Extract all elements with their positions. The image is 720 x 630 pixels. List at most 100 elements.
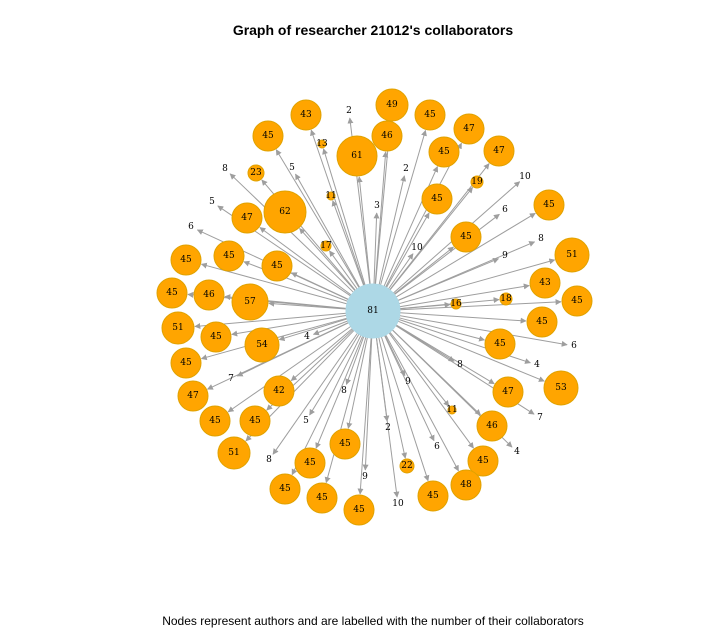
collaborator-node: 45 — [417, 480, 449, 512]
collaborator-node: 10 — [519, 172, 531, 182]
node-label: 16 — [450, 299, 462, 309]
collaborator-node: 45 — [428, 136, 460, 168]
edge — [398, 258, 556, 305]
collaborator-node: 4 — [304, 332, 310, 342]
collaborator-node: 45 — [252, 120, 284, 152]
collaborator-node: 43 — [290, 99, 322, 131]
node-circle — [326, 191, 336, 201]
collaborator-node: 6 — [571, 341, 577, 351]
collaborator-node: 45 — [329, 428, 361, 460]
collaborator-node: 3 — [374, 201, 380, 211]
collaborator-node: 45 — [484, 328, 516, 360]
node-circle — [484, 328, 516, 360]
collaborator-node: 45 — [170, 244, 202, 276]
edge — [398, 317, 486, 342]
edge — [259, 227, 352, 296]
collaborator-node: 45 — [421, 183, 453, 215]
collaborator-node: 53 — [543, 370, 579, 406]
node-label: 51 — [172, 323, 183, 333]
collaborator-node: 18 — [499, 292, 513, 306]
node-label: 22 — [401, 461, 412, 471]
collaborator-node: 6 — [502, 205, 508, 215]
node-label: 10 — [519, 172, 531, 182]
node-label: 53 — [555, 383, 567, 393]
collaborator-node: 49 — [375, 88, 409, 122]
edge — [393, 246, 454, 295]
node-circle — [306, 482, 338, 514]
node-circle — [561, 285, 593, 317]
node-circle — [375, 88, 409, 122]
collaborator-node: 16 — [450, 298, 462, 310]
edge — [385, 142, 462, 288]
node-label: 8 — [538, 234, 544, 244]
node-label: 45 — [180, 358, 192, 368]
collaborator-node: 42 — [263, 375, 295, 407]
node-circle — [217, 436, 251, 470]
node-label: 17 — [320, 241, 332, 251]
collaborator-node: 57 — [231, 283, 269, 321]
collaborator-node: 46 — [476, 410, 508, 442]
edge — [312, 320, 349, 336]
node-label: 46 — [381, 131, 393, 141]
collaborator-node: 47 — [483, 135, 515, 167]
edge — [227, 325, 352, 413]
node-label: 8 — [341, 386, 347, 396]
node-circle — [371, 120, 403, 152]
edge — [397, 320, 545, 382]
collaborator-node: 9 — [405, 377, 411, 387]
node-label: 19 — [471, 177, 483, 187]
node-label: 47 — [187, 391, 199, 401]
node-circle — [414, 99, 446, 131]
node-circle — [161, 311, 195, 345]
node-label: 4 — [514, 447, 520, 457]
edge — [374, 151, 389, 285]
node-label: 5 — [289, 163, 295, 173]
edge — [380, 336, 430, 482]
edge — [399, 315, 568, 347]
node-circle — [170, 244, 202, 276]
node-label: 45 — [477, 456, 489, 466]
edge — [384, 334, 406, 377]
node-label: 18 — [500, 294, 512, 304]
edge — [376, 337, 400, 498]
node-label: 42 — [273, 386, 284, 396]
collaborator-node: 17 — [320, 240, 332, 252]
node-label: 54 — [256, 340, 268, 350]
edge — [394, 213, 500, 295]
collaborator-node: 45 — [213, 240, 245, 272]
edge — [243, 260, 348, 302]
center-node-circle — [345, 283, 401, 339]
node-label: 46 — [486, 421, 498, 431]
collaborator-node: 9 — [362, 472, 368, 482]
collaborator-node: 47 — [492, 376, 524, 408]
node-circle — [499, 292, 513, 306]
node-label: 45 — [210, 332, 222, 342]
node-circle — [529, 267, 561, 299]
graph-caption: Nodes represent authors and are labelled… — [162, 614, 584, 628]
edge — [373, 212, 380, 285]
edge — [395, 212, 536, 298]
collaborator-node: 45 — [199, 405, 231, 437]
node-label: 45 — [571, 296, 583, 306]
node-label: 6 — [571, 341, 577, 351]
collaborator-node: 7 — [228, 374, 234, 384]
node-circle — [294, 447, 326, 479]
edge — [331, 200, 365, 286]
node-circle — [252, 120, 284, 152]
collaborator-node: 62 — [263, 190, 307, 234]
node-label: 48 — [460, 480, 472, 490]
node-label: 10 — [411, 243, 423, 253]
collaborator-node: 6 — [434, 442, 440, 452]
edge — [385, 334, 459, 472]
node-circle — [476, 410, 508, 442]
edge — [345, 336, 365, 385]
node-label: 45 — [209, 416, 221, 426]
edge — [356, 176, 371, 285]
collaborator-node: 19 — [470, 175, 484, 189]
collaborator-node: 2 — [385, 423, 391, 433]
node-label: 47 — [241, 213, 253, 223]
node-label: 11 — [446, 405, 457, 415]
node-circle — [399, 458, 415, 474]
collaborator-node: 23 — [247, 164, 265, 182]
